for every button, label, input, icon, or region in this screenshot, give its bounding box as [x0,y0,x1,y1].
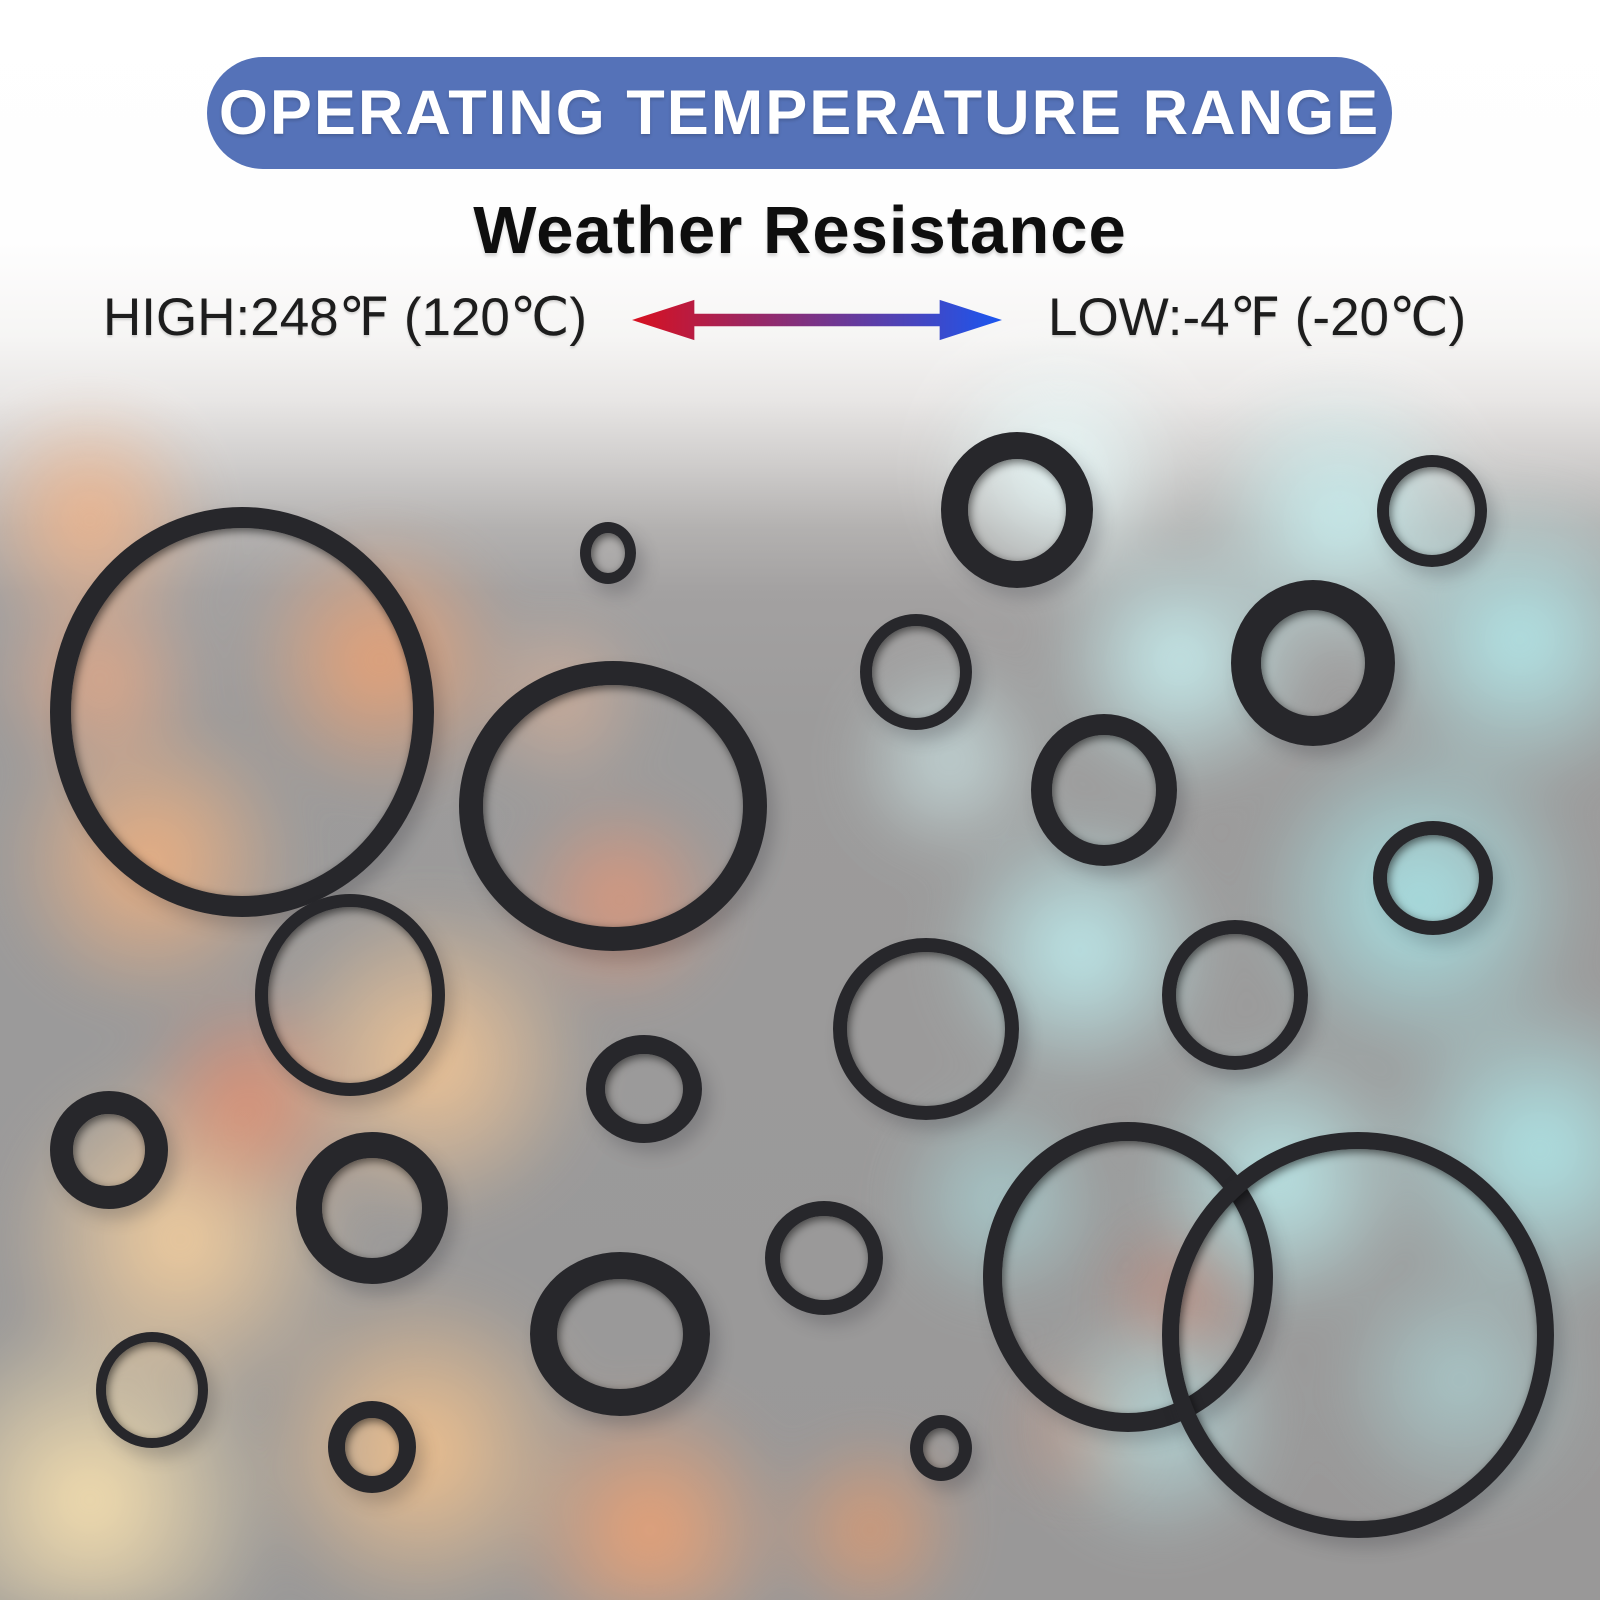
double-arrow-shape [632,299,1002,341]
o-ring [296,1132,448,1284]
o-ring [910,1415,972,1481]
o-ring [860,614,972,730]
o-ring [530,1252,710,1416]
o-ring [255,894,445,1096]
o-ring [765,1201,883,1315]
o-ring [1231,580,1395,746]
o-ring [459,661,767,951]
o-ring [1031,714,1177,866]
o-ring [1162,920,1308,1070]
o-ring [833,938,1019,1120]
o-ring [50,507,434,917]
subtitle: Weather Resistance [473,193,1127,268]
o-ring [1373,821,1493,935]
high-temperature-label: HIGH:248℉ (120℃) [103,288,588,347]
o-ring [328,1401,416,1493]
o-ring [96,1332,208,1448]
title-banner: OPERATING TEMPERATURE RANGE [207,57,1392,169]
temperature-gradient-arrow [632,299,1002,341]
o-ring [50,1091,168,1209]
o-ring [580,522,636,584]
o-ring [1162,1132,1554,1538]
o-ring [586,1035,702,1143]
o-ring [941,432,1093,588]
o-ring [1377,455,1487,567]
low-temperature-label: LOW:-4℉ (-20℃) [1048,288,1467,347]
banner-title: OPERATING TEMPERATURE RANGE [218,78,1381,148]
